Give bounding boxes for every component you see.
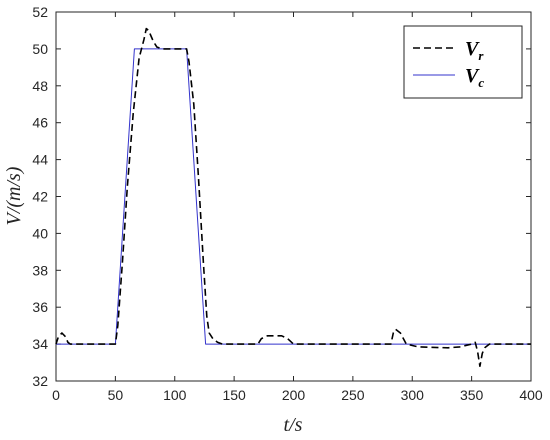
y-tick-label: 42 (32, 189, 48, 205)
x-tick-label: 150 (222, 387, 246, 403)
x-tick-label: 400 (519, 387, 543, 403)
x-tick-label: 50 (108, 387, 124, 403)
legend-vr-label: Vr (465, 38, 484, 63)
legend: Vr Vc (403, 25, 523, 99)
y-tick-label: 38 (32, 262, 48, 278)
y-axis-label: V/(m/s) (3, 166, 25, 225)
y-tick-label: 36 (32, 299, 48, 315)
x-tick-label: 300 (401, 387, 425, 403)
x-axis-label: t/s (284, 414, 303, 436)
series-line-vc (56, 48, 531, 345)
legend-vc-sub: c (478, 75, 484, 90)
y-tick-label: 44 (32, 152, 48, 168)
series-layer (55, 27, 531, 368)
legend-vr-sub: r (478, 48, 484, 63)
legend-vc-label: Vc (465, 65, 484, 90)
x-tick-label: 100 (163, 387, 187, 403)
axis-ticks: 0 50 100 150 200 250 300 350 400 32 34 36 38 40 42 44 46… (32, 4, 542, 403)
legend-vr-main: V (465, 38, 480, 60)
y-tick-label: 34 (32, 336, 48, 352)
y-tick-label: 50 (32, 41, 48, 57)
y-tick-label: 46 (32, 115, 48, 131)
y-tick-label: 52 (32, 4, 48, 20)
legend-vc-main: V (465, 65, 480, 87)
series-line-vr (55, 27, 531, 368)
x-tick-label: 350 (460, 387, 484, 403)
y-tick-label: 48 (32, 78, 48, 94)
x-tick-label: 250 (341, 387, 365, 403)
y-tick-label: 40 (32, 225, 48, 241)
legend-box (403, 25, 523, 99)
x-tick-label: 200 (282, 387, 306, 403)
y-tick-label: 32 (32, 373, 48, 389)
x-tick-label: 0 (52, 387, 60, 403)
